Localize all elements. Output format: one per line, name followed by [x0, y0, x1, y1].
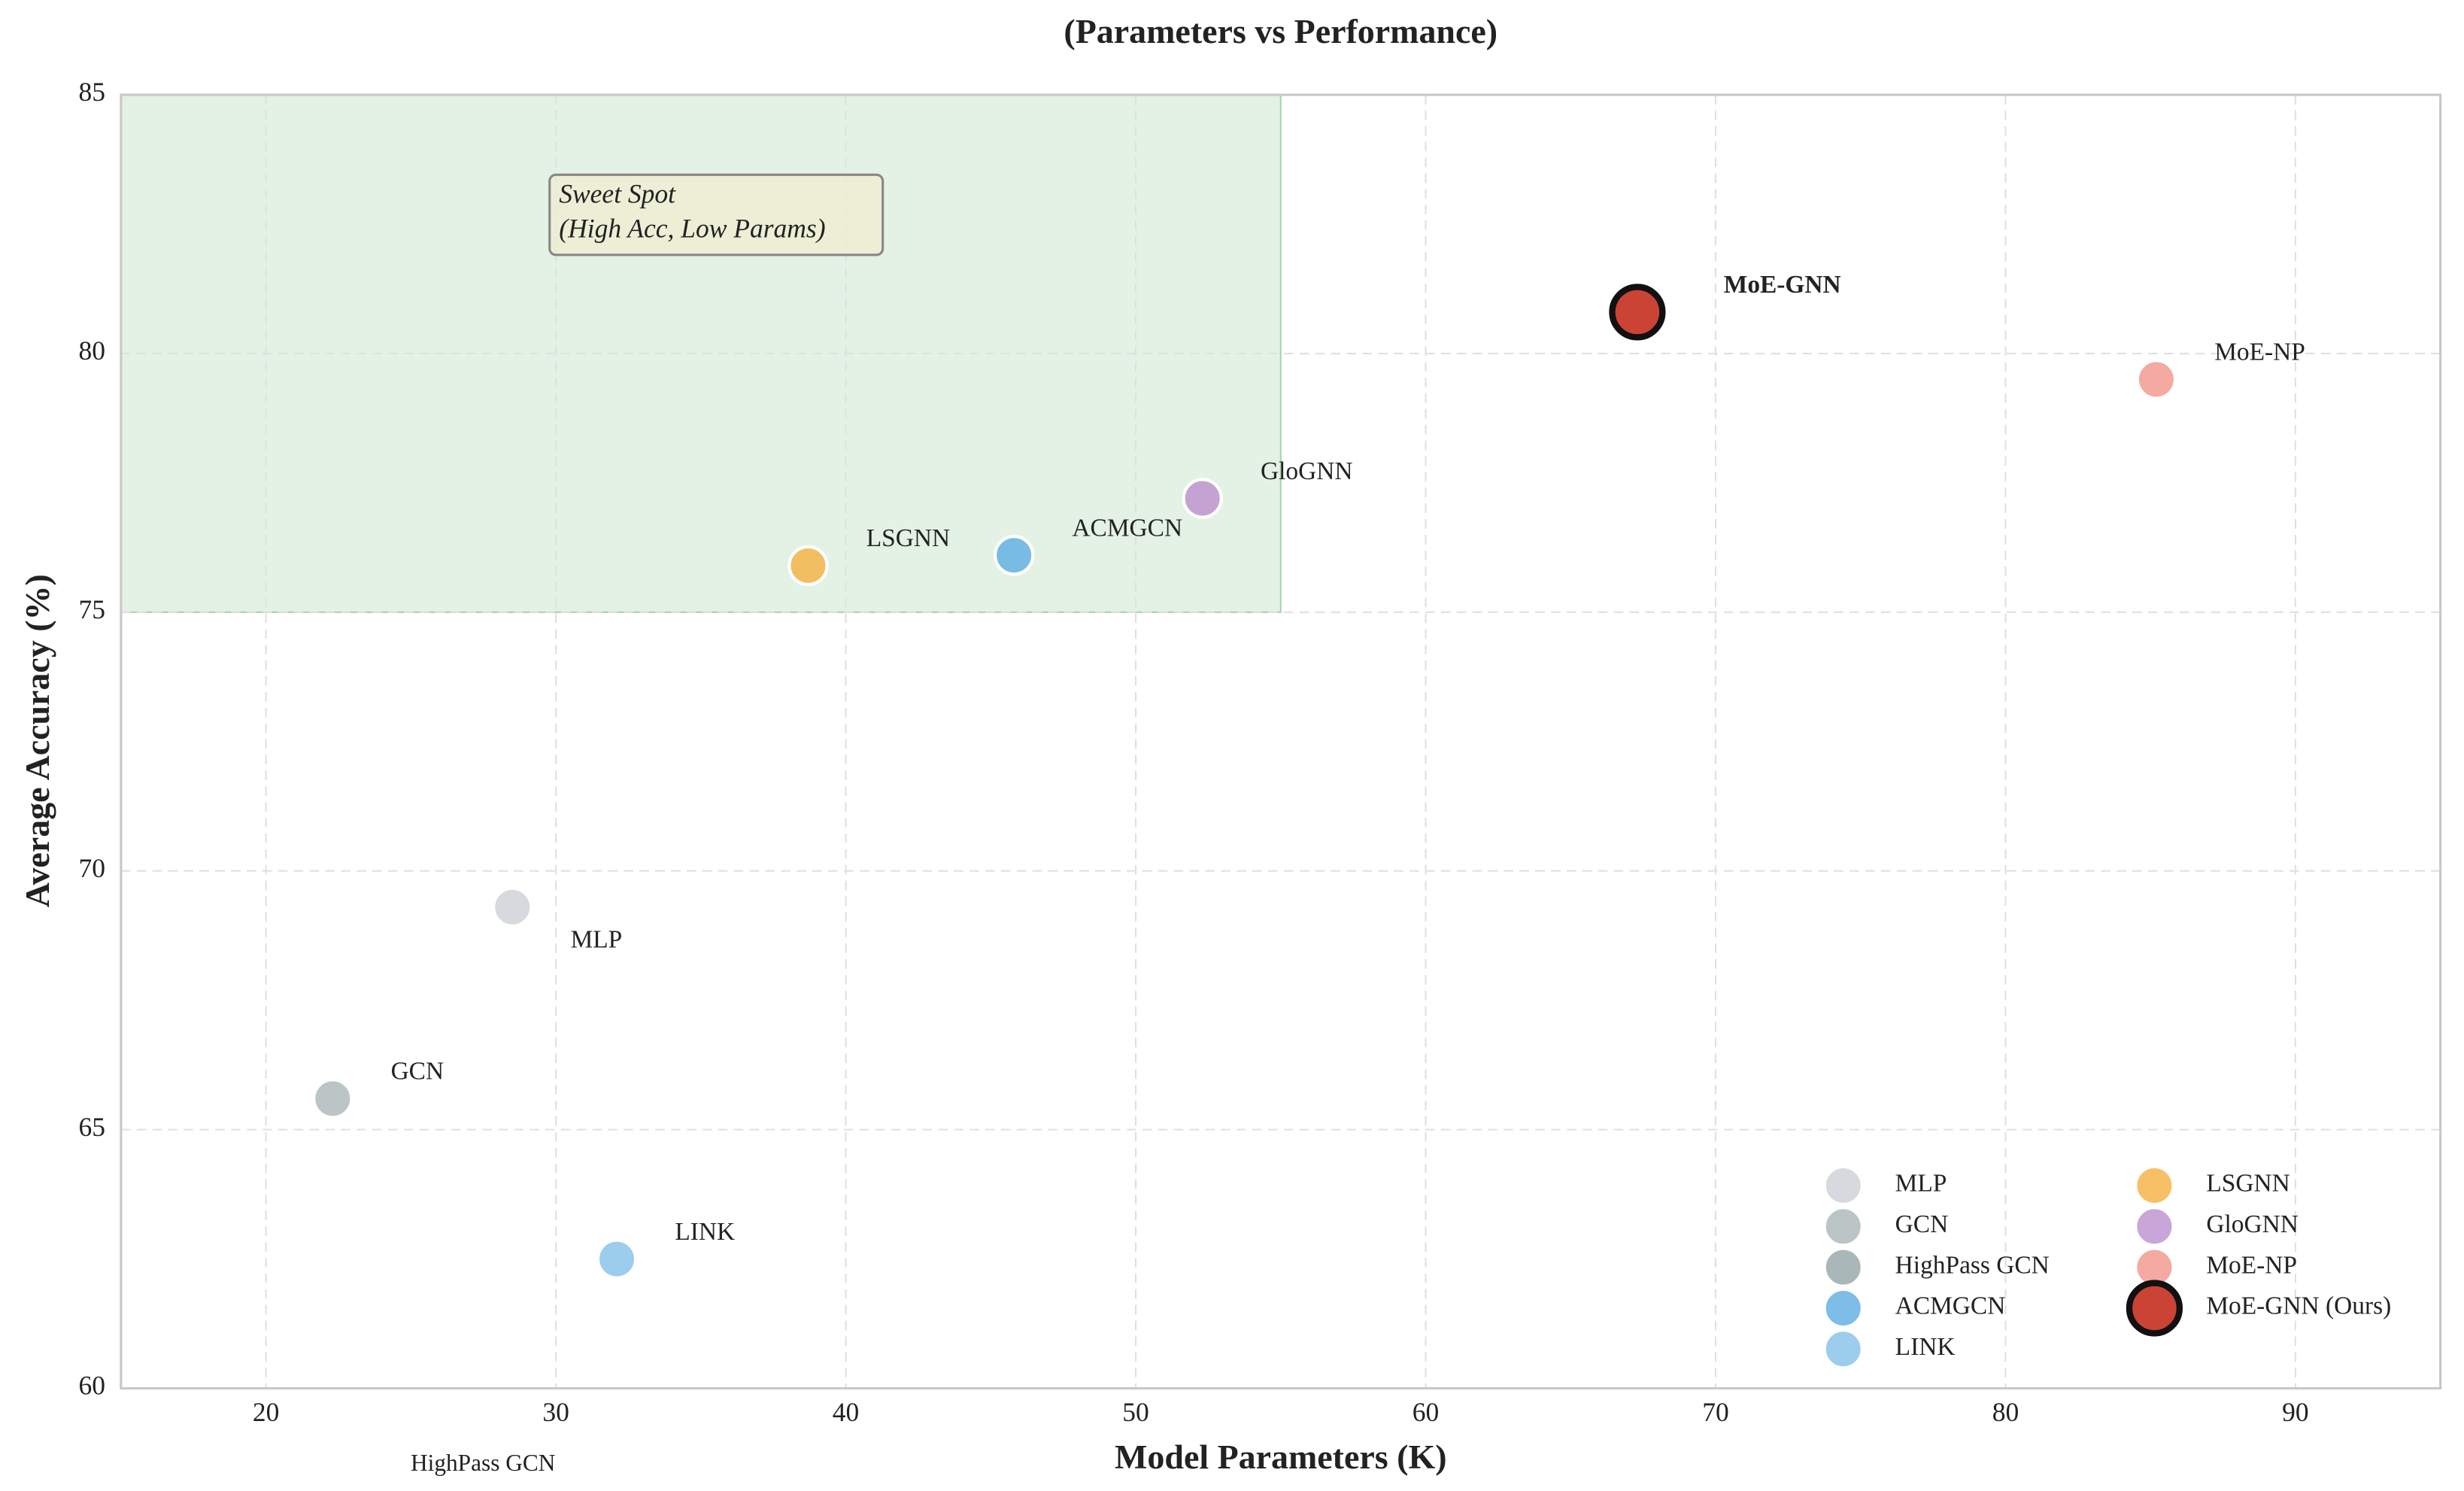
annotation-text: (High Acc, Low Params) [559, 214, 825, 244]
y-tick-label: 80 [78, 336, 105, 366]
x-tick-label: 60 [1413, 1397, 1440, 1427]
legend-label: ACMGCN [1895, 1292, 2006, 1320]
legend-marker [1822, 1206, 1864, 1247]
scatter-point [596, 1238, 638, 1280]
y-tick-label: 85 [78, 77, 105, 107]
y-tick-label: 60 [78, 1371, 105, 1401]
point-label: ACMGCN [1072, 514, 1182, 542]
y-tick-label: 65 [78, 1112, 105, 1142]
point-label: LSGNN [866, 524, 950, 552]
y-axis-label: Average Accuracy (%) [18, 574, 56, 907]
legend-label: MoE-GNN (Ours) [2206, 1292, 2391, 1320]
point-label: LINK [675, 1218, 735, 1246]
x-tick-label: 80 [1992, 1397, 2019, 1427]
point-label: GCN [391, 1058, 445, 1086]
point-label: HighPass GCN [411, 1450, 555, 1476]
legend-marker [2126, 1280, 2183, 1337]
x-tick-label: 30 [542, 1397, 569, 1427]
annotation-box [548, 173, 885, 257]
scatter-point [312, 1078, 354, 1119]
y-tick-label: 75 [78, 594, 105, 624]
legend-marker [2134, 1165, 2175, 1207]
legend-label: GloGNN [2206, 1210, 2298, 1238]
y-tick-label: 70 [78, 853, 105, 883]
legend-label: HighPass GCN [1895, 1251, 2050, 1279]
points [312, 284, 2177, 1491]
legend-marker [2134, 1206, 2175, 1247]
point-label: GloGNN [1261, 457, 1352, 485]
scatter-point [2135, 359, 2177, 400]
x-tick-label: 90 [2282, 1397, 2309, 1427]
legend-label: LINK [1895, 1333, 1956, 1361]
x-axis-label: Model Parameters (K) [1115, 1438, 1446, 1476]
legend-marker [1822, 1287, 1864, 1329]
scatter-point [492, 886, 533, 928]
legend-marker [1822, 1329, 1864, 1370]
x-tick-label: 70 [1702, 1397, 1729, 1427]
point-label: MoE-NP [2214, 339, 2305, 366]
legend-marker [1822, 1165, 1864, 1207]
point-label: MLP [571, 926, 623, 954]
annotation-text: Sweet Spot [559, 179, 676, 209]
chart-title: (Parameters vs Performance) [1064, 12, 1498, 50]
legend-label: MoE-NP [2206, 1251, 2297, 1279]
legend-label: MLP [1895, 1170, 1947, 1198]
legend-label: GCN [1895, 1210, 1949, 1238]
x-tick-label: 20 [253, 1397, 280, 1427]
scatter-point [1182, 478, 1223, 519]
plot-frame [120, 93, 2442, 1390]
x-tick-label: 50 [1122, 1397, 1149, 1427]
legend-marker [1822, 1247, 1864, 1288]
scatter-point [1609, 284, 1666, 341]
scatter-point [993, 535, 1035, 576]
x-tick-label: 40 [833, 1397, 860, 1427]
scatter-point [320, 1473, 357, 1491]
scatter-point [787, 545, 829, 587]
point-label: MoE-GNN [1724, 271, 1841, 299]
legend-label: LSGNN [2206, 1170, 2290, 1198]
